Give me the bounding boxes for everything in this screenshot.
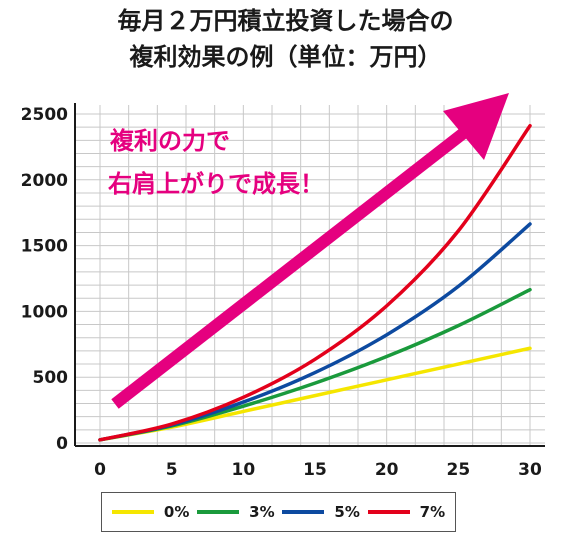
axes [74,103,545,447]
arrow-shaft [111,123,474,409]
legend-swatch [282,510,325,514]
grid-lines [75,105,545,446]
legend-item: 7% [367,503,446,521]
legend-label: 5% [334,503,360,521]
legend-label: 3% [249,503,275,521]
x-tick-label: 20 [375,460,399,480]
chart-title-line-1: 毎月２万円積立投資した場合の [117,7,454,35]
series-lines [98,123,532,442]
x-tick-label: 25 [446,460,470,480]
legend-item: 5% [282,503,360,521]
x-tick-label: 5 [166,460,178,480]
annotation-line-2: 右肩上がりで成長！ [108,170,324,198]
series-line-7pct [98,123,532,442]
y-tick-label: 2500 [21,105,68,125]
annotation-line-1: 複利の力で [110,127,230,155]
y-tick-label: 0 [56,434,68,454]
legend-item: 3% [197,503,275,521]
chart-title-line-2: 複利効果の例（単位：万円） [129,43,442,71]
y-tick-label: 2000 [21,171,68,191]
legend-item: 0% [111,503,190,521]
arrow-head [443,93,509,160]
y-tick-label: 1000 [21,302,68,322]
x-tick-labels: 0 5 10 15 20 25 30 [94,460,542,480]
x-tick-label: 0 [94,460,106,480]
x-tick-label: 15 [303,460,327,480]
growth-arrow [111,93,509,409]
legend-swatch [197,510,240,514]
y-tick-labels: 0 500 1000 1500 2000 2500 [21,105,68,454]
legend-label: 0% [163,503,190,521]
legend-swatch [367,510,410,514]
x-tick-label: 30 [518,460,542,480]
legend-swatch [111,510,154,514]
series-line-5pct [98,222,532,442]
y-tick-label: 1500 [21,237,68,257]
legend: 0% 3% 5% 7% [101,492,456,532]
y-tick-label: 500 [33,368,69,388]
legend-label: 7% [419,503,446,521]
x-tick-label: 10 [231,460,255,480]
